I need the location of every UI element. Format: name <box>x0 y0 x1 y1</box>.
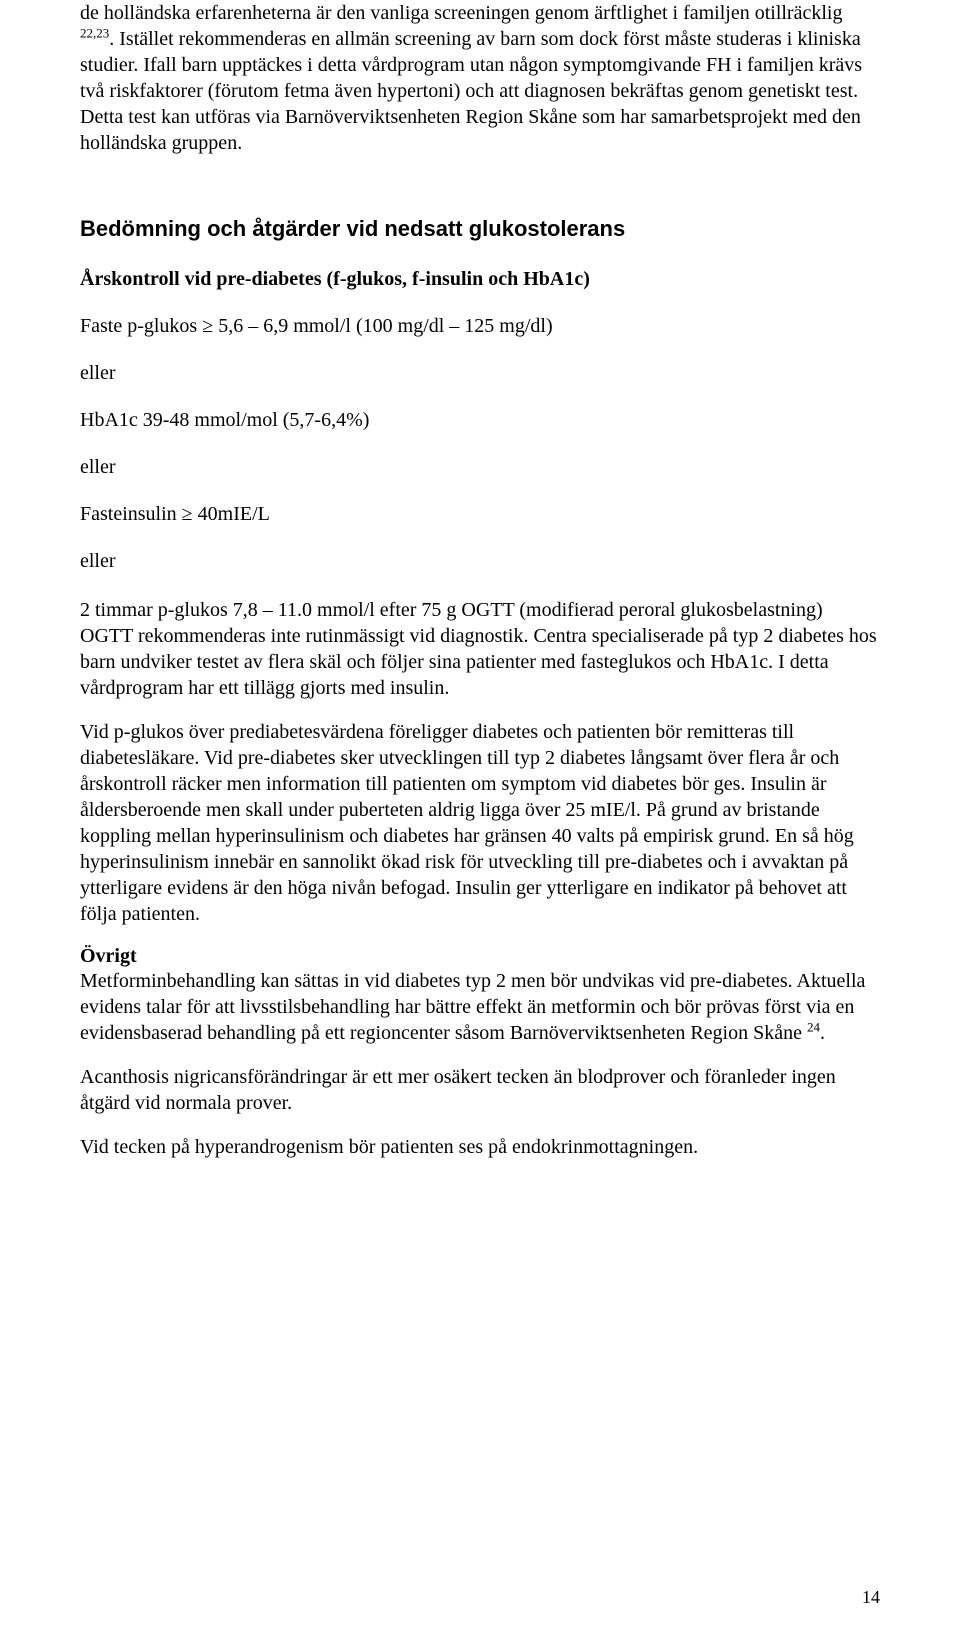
intro-paragraph: de holländska erfarenheterna är den vanl… <box>80 0 880 156</box>
intro-text-1: de holländska erfarenheterna är den vanl… <box>80 2 842 24</box>
section-heading-glukos: Bedömning och åtgärder vid nedsatt gluko… <box>80 216 880 242</box>
hyperandrogenism-paragraph: Vid tecken på hyperandrogenism bör patie… <box>80 1134 880 1160</box>
or-2: eller <box>80 456 880 479</box>
intro-ref: 22,23 <box>80 25 109 40</box>
p-glukos-paragraph: Vid p-glukos över prediabetesvärdena för… <box>80 719 880 927</box>
ovrigt-heading: Övrigt <box>80 945 880 968</box>
ogtt-paragraph: OGTT rekommenderas inte rutinmässigt vid… <box>80 623 880 701</box>
criterion-2tim-glukos: 2 timmar p-glukos 7,8 – 11.0 mmol/l efte… <box>80 597 880 623</box>
criterion-fasteinsulin: Fasteinsulin ≥ 40mIE/L <box>80 503 880 526</box>
page-number: 14 <box>862 1587 880 1608</box>
metformin-paragraph: Metforminbehandling kan sättas in vid di… <box>80 968 880 1046</box>
criterion-faste-glukos: Faste p-glukos ≥ 5,6 – 6,9 mmol/l (100 m… <box>80 315 880 338</box>
or-3: eller <box>80 550 880 573</box>
metformin-text-2: . <box>820 1022 825 1044</box>
metformin-text-1: Metforminbehandling kan sättas in vid di… <box>80 970 865 1044</box>
or-1: eller <box>80 362 880 385</box>
metformin-ref: 24 <box>807 1019 820 1034</box>
subheading-arskontroll: Årskontroll vid pre-diabetes (f-glukos, … <box>80 268 880 291</box>
acanthosis-paragraph: Acanthosis nigricansförändringar är ett … <box>80 1064 880 1116</box>
intro-text-2: . Istället rekommenderas en allmän scree… <box>80 28 862 154</box>
criterion-hba1c: HbA1c 39-48 mmol/mol (5,7-6,4%) <box>80 409 880 432</box>
